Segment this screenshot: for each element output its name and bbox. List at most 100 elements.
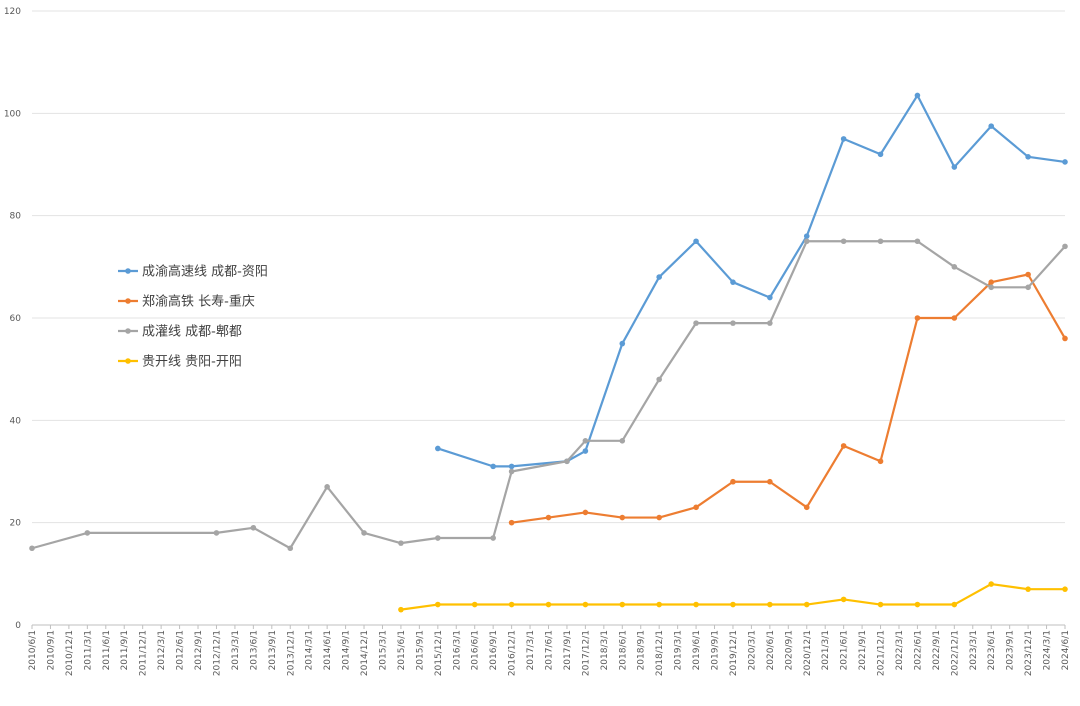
x-tick-label: 2017/3/1 [526,630,536,670]
data-point [324,484,330,490]
data-point [490,463,496,470]
x-tick-label: 2011/6/1 [102,630,112,670]
series-3 [29,238,1068,552]
legend-label: 郑渝高铁 长寿-重庆 [142,294,255,310]
data-point [582,438,589,444]
x-tick-label: 2022/12/1 [950,630,960,676]
x-tick-label: 2019/6/1 [692,630,702,670]
x-tick-label: 2016/6/1 [471,630,481,670]
data-point [213,530,220,536]
data-point [914,92,921,99]
data-point [619,601,626,608]
data-point [803,233,810,239]
x-tick-label: 2012/6/1 [176,630,186,670]
data-point [545,601,552,608]
x-tick-label: 2022/6/1 [913,630,923,670]
data-point [490,535,496,541]
data-point [1062,243,1068,250]
data-point [988,284,995,291]
data-point [250,524,257,531]
data-point [619,340,626,347]
x-tick-label: 2022/3/1 [895,630,905,670]
data-point [767,294,773,301]
x-tick-label: 2018/3/1 [600,630,610,670]
x-tick-label: 2020/3/1 [747,630,757,670]
data-point [435,601,441,608]
data-point [1025,271,1031,278]
data-point [656,601,662,608]
x-tick-label: 2015/9/1 [415,630,425,670]
x-tick-label: 2014/3/1 [305,630,315,670]
x-tick-label: 2018/9/1 [637,630,647,670]
data-point [877,601,884,608]
data-point [803,504,810,511]
data-point [730,478,736,485]
y-tick-label: 80 [10,212,22,222]
legend-swatch-marker [125,358,131,364]
data-point [730,601,736,608]
x-tick-label: 2023/6/1 [987,630,997,670]
legend-swatch-marker [125,298,131,304]
data-point [877,151,884,158]
x-tick-label: 2022/9/1 [932,630,942,670]
data-point [693,601,699,608]
x-tick-label: 2021/3/1 [821,630,831,670]
y-tick-label: 20 [10,519,22,529]
legend-swatch-marker [125,328,131,334]
data-point [361,530,367,536]
data-point [840,596,847,603]
x-tick-label: 2012/3/1 [157,630,167,670]
x-axis-tick-labels: 2010/6/1 2010/9/1 2010/12/1 2011/3/1 2011/6/… [28,625,1071,676]
x-tick-label: 2016/3/1 [452,630,462,670]
data-point [914,238,921,245]
x-tick-label: 2016/9/1 [489,630,499,670]
x-tick-label: 2013/9/1 [268,630,278,670]
legend-label: 成渝高速线 成都-资阳 [142,264,268,280]
x-tick-label: 2012/12/1 [212,630,222,676]
data-point [988,279,995,285]
x-tick-label: 2019/12/1 [729,630,739,676]
series-2 [508,271,1068,526]
data-point [988,581,995,587]
data-point [656,514,662,521]
x-tick-label: 2014/12/1 [360,630,370,676]
legend-item: 成灌线 成都-郫都 [118,324,242,340]
x-tick-label: 2018/12/1 [655,630,665,676]
data-point [840,136,847,142]
x-tick-label: 2011/12/1 [139,630,149,676]
x-tick-label: 2014/6/1 [323,630,333,670]
data-point [803,601,810,608]
data-point [1062,586,1068,592]
x-tick-label: 2021/9/1 [858,630,868,670]
data-point [914,601,921,608]
data-point [951,164,958,170]
y-tick-label: 100 [4,109,21,119]
x-tick-label: 2017/9/1 [563,630,573,670]
x-tick-label: 2024/6/1 [1061,630,1071,670]
data-point [951,315,958,321]
data-point [398,606,404,613]
x-tick-label: 2020/6/1 [766,630,776,670]
data-point [951,264,958,270]
legend-swatch-marker [125,268,131,274]
gridlines [32,10,1065,626]
x-tick-label: 2013/6/1 [249,630,259,670]
series-4 [398,581,1068,613]
data-point [840,443,847,449]
data-point [619,514,626,521]
data-point [877,238,884,245]
x-tick-label: 2011/3/1 [83,630,93,670]
data-point [656,376,662,383]
x-tick-label: 2020/9/1 [784,630,794,670]
data-point [914,315,921,321]
x-tick-label: 2021/6/1 [840,630,850,670]
series-1 [435,92,1068,470]
data-point [508,519,515,526]
x-tick-label: 2019/9/1 [711,630,721,670]
data-point [582,509,589,516]
data-point [398,540,404,546]
x-tick-label: 2023/3/1 [969,630,979,670]
x-tick-label: 2012/9/1 [194,630,204,670]
legend-label: 贵开线 贵阳-开阳 [142,355,242,370]
